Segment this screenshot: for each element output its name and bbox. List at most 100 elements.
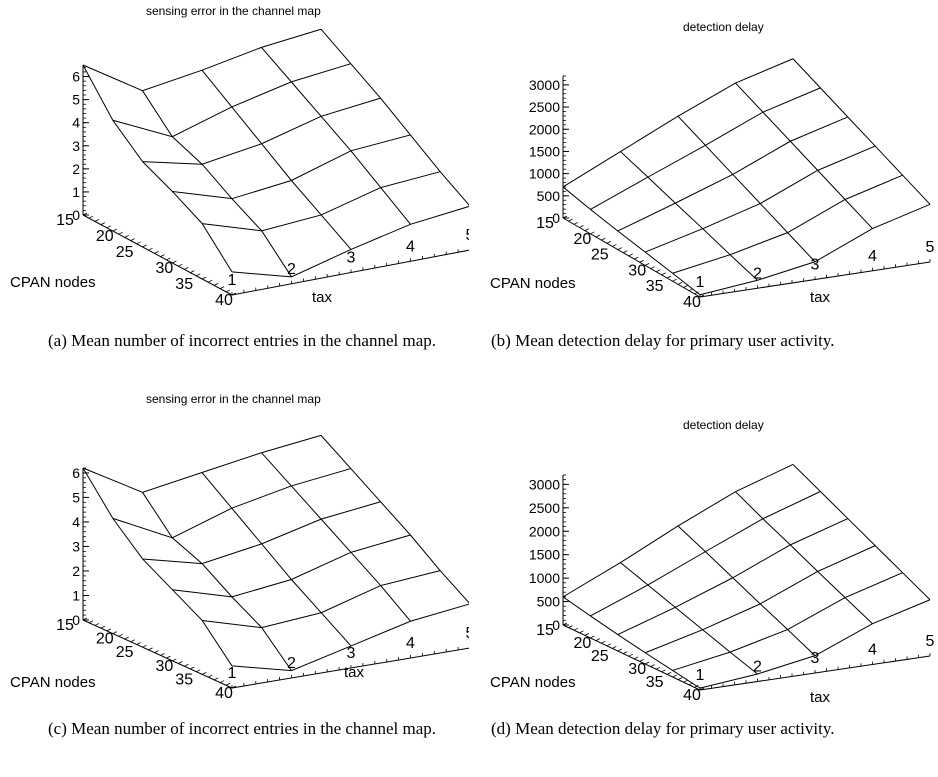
y-tick-label: 25 (591, 648, 609, 665)
y-axis-label: CPAN nodes (10, 274, 96, 291)
z-tick-label: 500 (537, 188, 561, 204)
y-minor-tick (677, 282, 683, 285)
x-axis: 1 2 3 4 5 (228, 227, 469, 296)
y-tick-label: 40 (683, 294, 701, 311)
y-minor-tick (178, 661, 183, 664)
z-axis: 0 1 2 3 4 5 6 (72, 465, 89, 628)
y-minor-tick (225, 289, 231, 293)
x-tick-label: 1 (228, 272, 237, 289)
y-minor-tick (172, 658, 177, 662)
y-tick-label: 35 (646, 674, 664, 691)
y-minor-tick (94, 623, 100, 626)
mesh-line (590, 87, 821, 210)
z-tick-label: 3000 (529, 77, 560, 93)
mesh-line (82, 467, 233, 667)
y-axis-label: CPAN nodes (10, 674, 96, 691)
y-tick-label: 20 (96, 631, 114, 648)
mesh-line (231, 603, 469, 672)
z-tick-label: 1500 (529, 143, 560, 159)
y-minor-tick (106, 225, 112, 229)
y-minor-tick (207, 279, 213, 283)
y-minor-tick (677, 677, 683, 680)
y-minor-tick (213, 283, 219, 286)
y-minor-tick (100, 222, 106, 225)
z-tick-label: 4 (72, 115, 80, 131)
z-tick-label: 3000 (529, 476, 560, 492)
y-minor-tick (639, 659, 644, 662)
z-tick-label: 1500 (529, 547, 560, 563)
mesh-line (645, 545, 876, 654)
y-minor-tick (196, 273, 201, 277)
mesh-line (82, 434, 322, 493)
mesh-line (562, 186, 701, 296)
x-tick-label: 1 (228, 665, 237, 682)
z-tick-label: 0 (552, 617, 560, 633)
mesh-line (202, 171, 441, 232)
y-tick-label: 35 (646, 278, 664, 295)
mesh-line (172, 534, 411, 598)
y-minor-tick (148, 247, 153, 251)
y-minor-tick (634, 656, 639, 660)
y-minor-tick (124, 636, 129, 640)
panel-d: detection delay 0 500 1000 1500 2000 2500 3000… (469, 388, 938, 776)
y-minor-tick (661, 272, 666, 276)
y-tick-label: 15 (536, 622, 554, 639)
figure-caption: (d) Mean detection delay for primary use… (491, 719, 835, 738)
x-tick-label: 3 (811, 650, 820, 667)
y-tick-label: 30 (628, 661, 646, 678)
mesh-line (261, 47, 411, 225)
mesh-line (201, 69, 352, 250)
y-minor-tick (595, 234, 601, 238)
z-tick-label: 0 (552, 210, 560, 226)
mesh-line (320, 28, 469, 206)
mesh-line (172, 134, 411, 200)
z-tick-label: 4 (72, 514, 80, 530)
mesh-line (620, 562, 758, 675)
y-minor-tick (562, 622, 568, 626)
z-tick-label: 0 (72, 612, 80, 628)
mesh-line (677, 115, 816, 263)
y-minor-tick (650, 266, 655, 269)
y-tick-label: 35 (175, 671, 193, 688)
y-tick-label: 20 (96, 228, 114, 245)
y-minor-tick (213, 677, 219, 681)
y-minor-tick (130, 238, 135, 241)
mesh-line (142, 90, 292, 278)
y-minor-tick (82, 617, 88, 621)
x-tick-label: 5 (466, 227, 469, 244)
y-tick-label: 30 (628, 262, 646, 279)
mesh-line (82, 64, 233, 273)
x-tick-label: 3 (347, 250, 356, 267)
mesh-line (699, 599, 931, 689)
y-minor-tick (568, 218, 573, 222)
y-minor-tick (219, 286, 225, 289)
y-minor-tick (628, 653, 633, 657)
y-minor-tick (606, 240, 612, 244)
mesh-line (82, 28, 322, 92)
y-minor-tick (160, 254, 165, 257)
y-minor-tick (590, 635, 595, 639)
panel-b: detection delay 0 500 1000 1500 2000 2500 3000… (469, 0, 938, 388)
x-axis: 1 2 3 4 5 (228, 625, 469, 689)
surface-mesh (82, 434, 469, 672)
y-minor-tick (590, 231, 595, 235)
mesh-line (562, 58, 794, 188)
x-tick-label: 5 (466, 625, 469, 642)
y-minor-tick (562, 215, 568, 219)
mesh-line (562, 596, 701, 689)
y-minor-tick (645, 661, 650, 665)
y-minor-tick (166, 257, 171, 261)
surface-mesh (82, 28, 469, 278)
y-axis-line (82, 214, 233, 296)
y-minor-tick (172, 260, 177, 264)
x-tick-label: 5 (926, 239, 935, 256)
mesh-line (735, 491, 873, 625)
mesh-line (792, 58, 931, 205)
y-minor-tick (672, 674, 677, 678)
y-minor-tick (672, 278, 677, 282)
